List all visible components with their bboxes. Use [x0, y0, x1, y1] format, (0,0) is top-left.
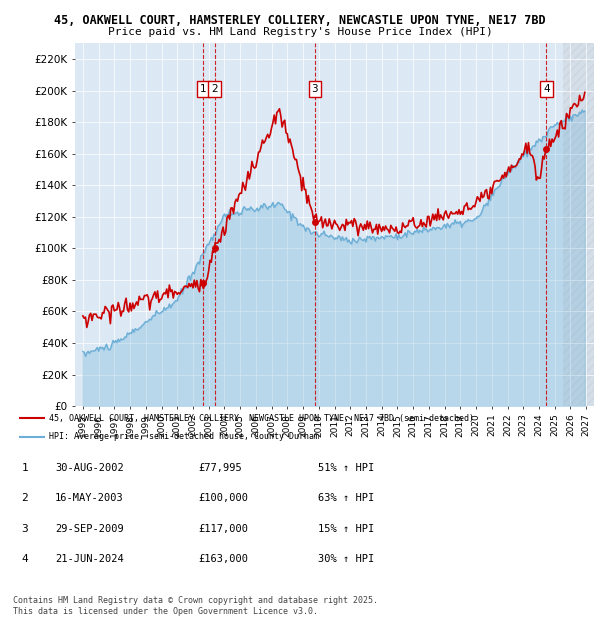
Text: 4: 4	[21, 554, 28, 564]
Bar	[563, 43, 600, 406]
Text: 30% ↑ HPI: 30% ↑ HPI	[318, 554, 374, 564]
Text: 3: 3	[311, 84, 318, 94]
Text: 1: 1	[200, 84, 207, 94]
Text: 16-MAY-2003: 16-MAY-2003	[55, 494, 124, 503]
Text: Price paid vs. HM Land Registry's House Price Index (HPI): Price paid vs. HM Land Registry's House …	[107, 27, 493, 37]
Text: £117,000: £117,000	[198, 524, 248, 534]
Text: 63% ↑ HPI: 63% ↑ HPI	[318, 494, 374, 503]
Text: 2: 2	[21, 494, 28, 503]
Text: 45, OAKWELL COURT, HAMSTERLEY COLLIERY, NEWCASTLE UPON TYNE, NE17 7BD (semi-deta: 45, OAKWELL COURT, HAMSTERLEY COLLIERY, …	[49, 414, 475, 423]
Text: 29-SEP-2009: 29-SEP-2009	[55, 524, 124, 534]
Text: 3: 3	[21, 524, 28, 534]
Text: 2: 2	[211, 84, 218, 94]
Text: 21-JUN-2024: 21-JUN-2024	[55, 554, 124, 564]
Text: Contains HM Land Registry data © Crown copyright and database right 2025.
This d: Contains HM Land Registry data © Crown c…	[13, 596, 378, 616]
Text: £77,995: £77,995	[198, 463, 242, 473]
Text: 51% ↑ HPI: 51% ↑ HPI	[318, 463, 374, 473]
Text: £163,000: £163,000	[198, 554, 248, 564]
Text: 4: 4	[543, 84, 550, 94]
Text: HPI: Average price, semi-detached house, County Durham: HPI: Average price, semi-detached house,…	[49, 432, 319, 441]
Text: 1: 1	[21, 463, 28, 473]
Text: £100,000: £100,000	[198, 494, 248, 503]
Text: 45, OAKWELL COURT, HAMSTERLEY COLLIERY, NEWCASTLE UPON TYNE, NE17 7BD: 45, OAKWELL COURT, HAMSTERLEY COLLIERY, …	[54, 14, 546, 27]
Text: 30-AUG-2002: 30-AUG-2002	[55, 463, 124, 473]
Text: 15% ↑ HPI: 15% ↑ HPI	[318, 524, 374, 534]
